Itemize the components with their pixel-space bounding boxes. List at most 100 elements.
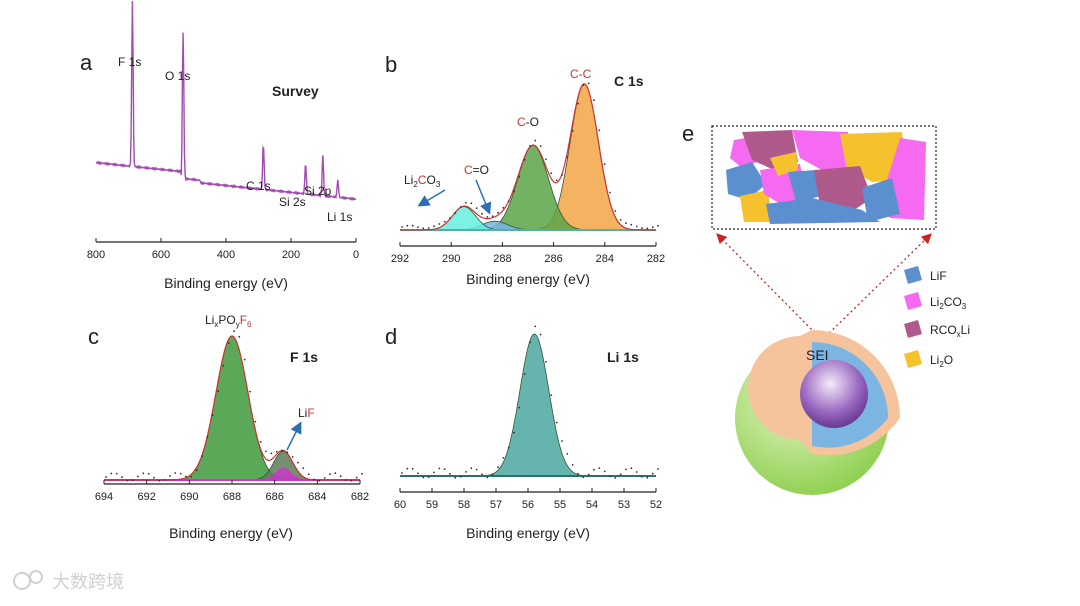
- zoom-arrow-right: [821, 233, 932, 341]
- raw-data-point: [491, 474, 494, 476]
- ticks-b: 292 290 288 286 284 282: [391, 242, 665, 265]
- raw-data-point: [121, 476, 123, 479]
- x-tick-label: 59: [426, 499, 438, 511]
- ticks-a: 800 600 400 200 0: [87, 238, 359, 261]
- raw-data-point: [115, 472, 118, 475]
- raw-data-point: [571, 130, 574, 132]
- raw-data-point: [459, 475, 462, 478]
- x-tick-label: 694: [95, 491, 113, 503]
- raw-data-point: [345, 479, 347, 481]
- watermark-logo-icon: [13, 572, 31, 590]
- raw-data-point: [254, 420, 257, 423]
- raw-data-point: [481, 473, 483, 476]
- x-tick-label: 400: [217, 249, 235, 261]
- raw-data-point: [459, 206, 462, 208]
- legend-swatch-li2co3: [904, 292, 922, 310]
- xlabel-c: Binding energy (eV): [169, 525, 293, 541]
- panel-label-c: c: [88, 324, 99, 349]
- raw-data-point: [110, 472, 113, 475]
- title-c: F 1s: [290, 349, 318, 365]
- legend-swatch-lif: [904, 266, 922, 284]
- x-tick-label: 284: [596, 253, 614, 265]
- label-li2co3: Li2CO3: [404, 173, 441, 189]
- mosaic-li2o: [770, 152, 798, 176]
- raw-data-point: [587, 82, 590, 85]
- raw-data-point: [635, 225, 638, 228]
- raw-data-point: [614, 477, 617, 479]
- raw-data-point: [281, 449, 283, 452]
- mosaic-li2o: [740, 190, 772, 222]
- label-cc: C-C: [570, 67, 592, 81]
- x-tick-label: 292: [391, 253, 409, 265]
- raw-data-point: [401, 226, 403, 228]
- panel-c: c F 1s 694 692 690 688 686 684 682 LixPOyF6 Li…: [88, 313, 369, 541]
- raw-data-point: [227, 342, 230, 344]
- raw-data-point: [411, 224, 414, 227]
- xlabel-d: Binding energy (eV): [466, 525, 590, 541]
- panel-e: e SEI: [682, 121, 970, 495]
- raw-data-point: [651, 472, 654, 475]
- raw-data-point: [507, 200, 510, 203]
- raw-data-point: [211, 414, 214, 417]
- raw-data-point: [630, 467, 633, 470]
- panel-b: b C 1s 292 290 288 286 284 282 C-C C-O C=O Li…: [385, 52, 665, 287]
- raw-data-point: [318, 479, 321, 482]
- legend-swatch-li2o: [904, 350, 922, 368]
- peak-label-o1s: O 1s: [165, 69, 190, 83]
- raw-data-point: [491, 215, 494, 218]
- raw-data-point: [126, 479, 129, 482]
- x-tick-label: 53: [618, 499, 630, 511]
- raw-data-point: [646, 476, 649, 479]
- x-tick-label: 682: [351, 491, 369, 503]
- raw-data-point: [233, 330, 235, 333]
- label-lixpoyf6: LixPOyF6: [205, 313, 252, 329]
- raw-data-point: [577, 102, 579, 105]
- raw-data-point: [169, 475, 171, 477]
- legend-label-li2o: Li2O: [930, 353, 953, 369]
- raw-data-point: [131, 479, 134, 482]
- watermark-text: 大数跨境: [52, 572, 124, 593]
- raw-data-point: [174, 472, 177, 474]
- raw-data-point: [518, 175, 521, 178]
- raw-data-point: [291, 456, 294, 458]
- xlabel-b: Binding energy (eV): [466, 271, 590, 287]
- raw-data-point: [142, 472, 145, 475]
- raw-data-point: [238, 335, 241, 338]
- raw-data-point: [598, 129, 601, 132]
- raw-data-point: [529, 341, 531, 343]
- raw-data-point: [449, 473, 451, 475]
- raw-data-point: [355, 476, 358, 479]
- title-b: C 1s: [614, 73, 644, 89]
- peak-label-si2s: Si 2s: [279, 195, 306, 209]
- raw-data-point: [545, 360, 547, 363]
- x-tick-label: 688: [223, 491, 241, 503]
- raw-data-point: [179, 472, 182, 475]
- raw-data-point: [406, 224, 409, 227]
- raw-data-point: [438, 467, 441, 470]
- sei-zoom-box: [711, 125, 937, 230]
- raw-data-point: [470, 202, 473, 205]
- peaks-d: [400, 325, 659, 479]
- fit-peak-lif-magenta: [253, 467, 307, 481]
- raw-data-point: [603, 470, 606, 473]
- mosaic-lif: [766, 198, 880, 224]
- panel-label-a: a: [80, 50, 93, 75]
- raw-data-point: [137, 475, 139, 478]
- raw-data-point: [481, 212, 483, 215]
- raw-data-point: [422, 227, 425, 230]
- raw-data-point: [513, 190, 515, 193]
- raw-data-point: [465, 201, 467, 204]
- raw-data-point: [529, 145, 531, 147]
- raw-data-point: [417, 226, 419, 229]
- x-tick-label: 55: [554, 499, 566, 511]
- panel-label-e: e: [682, 121, 694, 146]
- raw-data-point: [443, 220, 446, 223]
- raw-data-point: [265, 450, 267, 453]
- label-cdo: C=O: [464, 163, 489, 177]
- raw-data-point: [534, 325, 537, 328]
- mosaic-lif: [726, 162, 766, 200]
- x-tick-label: 286: [544, 253, 562, 265]
- arrow-lif: [286, 421, 302, 451]
- x-tick-label: 692: [137, 491, 155, 503]
